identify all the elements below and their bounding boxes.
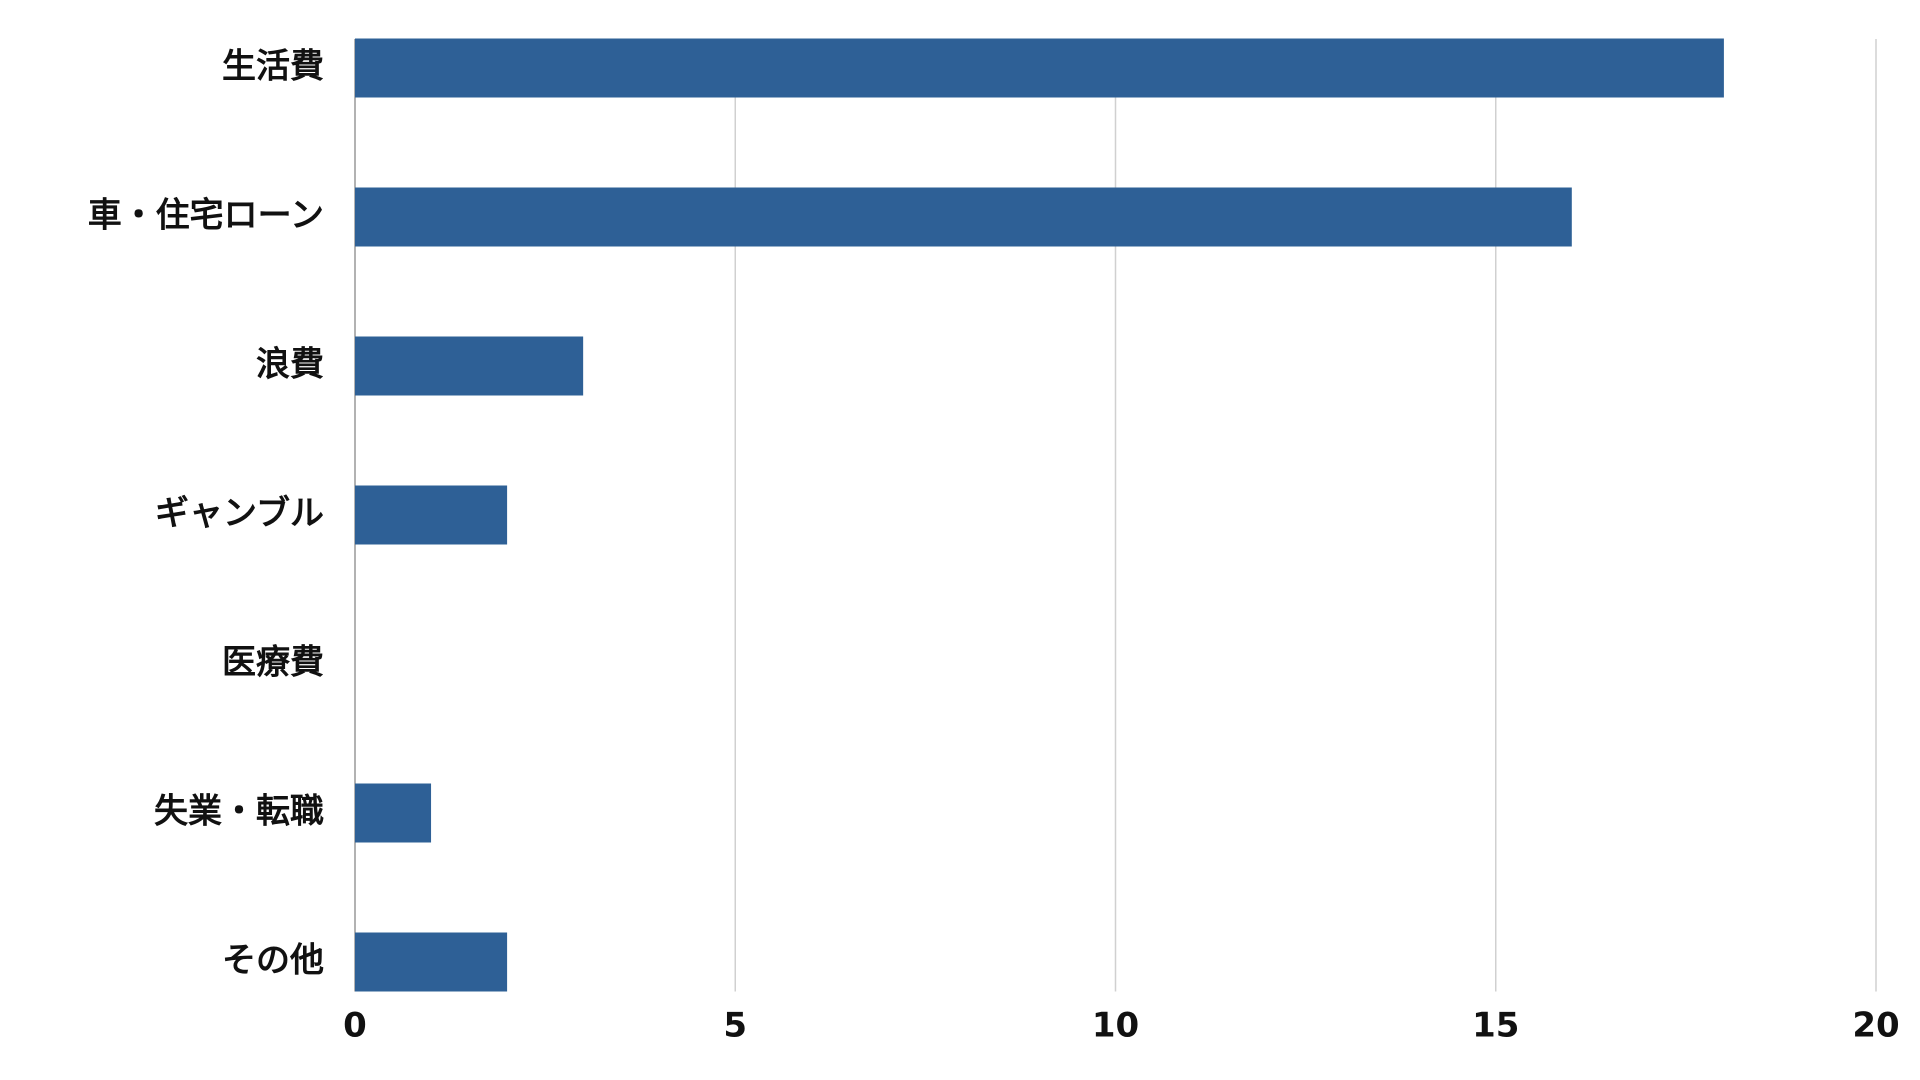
x-tick-label: 20 bbox=[1852, 1006, 1899, 1046]
y-tick-label: ギャンブル bbox=[155, 494, 324, 534]
bar bbox=[355, 187, 1572, 247]
y-tick-label: 生活費 bbox=[222, 47, 324, 87]
bar bbox=[355, 932, 508, 992]
y-tick-label: 医療費 bbox=[222, 643, 324, 683]
x-tick-label: 0 bbox=[343, 1006, 367, 1046]
bar bbox=[355, 336, 584, 396]
y-tick-label: その他 bbox=[222, 941, 324, 981]
x-tick-label: 15 bbox=[1472, 1006, 1519, 1046]
bar bbox=[355, 783, 432, 843]
y-tick-label: 浪費 bbox=[256, 345, 324, 385]
x-tick-label: 5 bbox=[723, 1006, 747, 1046]
bar bbox=[355, 485, 508, 545]
y-tick-label: 失業・転職 bbox=[154, 792, 324, 832]
y-tick-label: 車・住宅ローン bbox=[88, 196, 324, 236]
x-tick-label: 10 bbox=[1092, 1006, 1139, 1046]
bar bbox=[355, 38, 1724, 98]
